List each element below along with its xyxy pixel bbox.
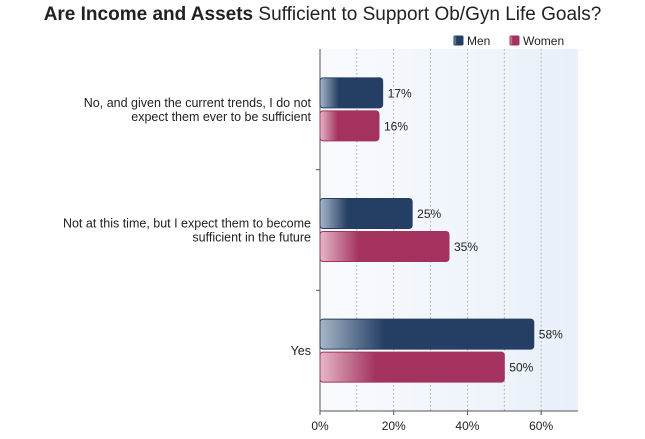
data-label: 35% xyxy=(454,240,478,254)
chart-title: Are Income and Assets Sufficient to Supp… xyxy=(0,4,645,26)
legend-swatch-men xyxy=(453,35,464,46)
bar-men xyxy=(319,318,535,350)
bar-men xyxy=(319,77,384,109)
data-label: 25% xyxy=(417,207,441,221)
x-tick-label: 20% xyxy=(382,419,406,433)
x-tick-label: 60% xyxy=(529,419,553,433)
legend-label-women: Women xyxy=(523,34,564,48)
bar-women xyxy=(319,231,450,262)
chart-title-rest: Sufficient to Support Ob/Gyn Life Goals? xyxy=(253,4,602,25)
data-label: 16% xyxy=(384,119,408,133)
category-label: sufficient in the future xyxy=(192,231,311,245)
plot-area xyxy=(320,49,578,411)
data-label: 50% xyxy=(509,361,533,375)
category-label: No, and given the current trends, I do n… xyxy=(84,96,312,110)
bar-women xyxy=(319,351,505,383)
bar-men xyxy=(319,198,413,229)
x-tick-label: 40% xyxy=(455,419,479,433)
category-label: expect them ever to be sufficient xyxy=(131,110,311,124)
legend-swatch-women xyxy=(509,35,520,46)
chart-title-bold: Are Income and Assets xyxy=(43,4,254,25)
x-tick-label: 0% xyxy=(311,419,329,433)
category-label: Not at this time, but I expect them to b… xyxy=(63,217,311,231)
bar-women xyxy=(319,110,380,142)
legend-label-men: Men xyxy=(467,34,490,48)
data-label: 58% xyxy=(539,328,563,342)
category-label: Yes xyxy=(291,344,311,358)
data-label: 17% xyxy=(388,86,412,100)
